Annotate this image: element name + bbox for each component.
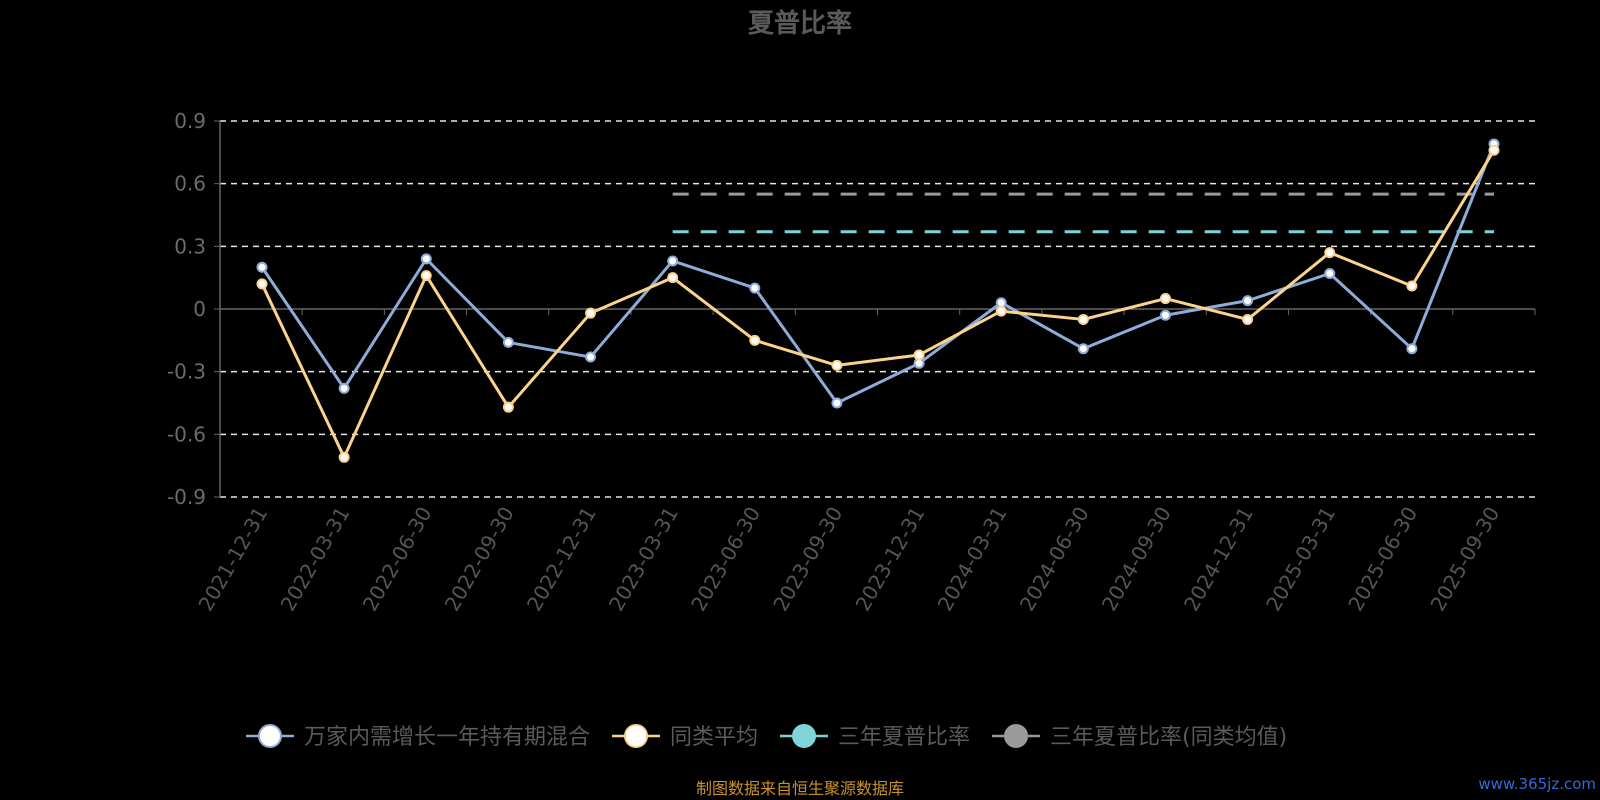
watermark: www.365jz.com [1478,775,1596,793]
data-point[interactable] [1488,144,1500,156]
legend-label: 三年夏普比率(同类均值) [1050,725,1287,750]
y-tick-label: -0.9 [167,485,206,509]
data-point[interactable] [502,401,514,413]
legend-item[interactable]: 万家内需增长一年持有期混合 [246,724,590,750]
y-tick-label: 0.9 [174,109,206,133]
legend-label: 万家内需增长一年持有期混合 [304,725,590,750]
y-tick-label: -0.6 [167,422,206,446]
data-point[interactable] [502,336,514,348]
x-tick-label: 2025-09-30 [1425,503,1504,616]
data-point[interactable] [913,349,925,361]
y-tick-label: 0 [193,297,206,321]
reference-lines [672,192,1494,234]
x-axis-ticks: 2021-12-31 2022-03-31 2022-06-30 2022-09-30… [193,309,1536,616]
legend-marker-icon [1004,724,1029,748]
data-point[interactable] [831,359,843,371]
data-point[interactable] [1406,280,1418,292]
data-point[interactable] [749,282,761,294]
series-line [260,143,1496,405]
legend[interactable]: 万家内需增长一年持有期混合 同类平均 三年夏普比率 三年夏普比率(同类均值) [246,724,1287,750]
data-point[interactable] [1159,309,1171,321]
data-point[interactable] [1077,313,1089,325]
x-tick-label: 2025-03-31 [1261,503,1340,616]
data-point[interactable] [585,307,597,319]
x-tick-label: 2023-09-30 [768,503,847,616]
x-tick-label: 2023-03-31 [604,503,683,616]
x-tick-label: 2025-06-30 [1343,503,1422,616]
data-point[interactable] [831,397,843,409]
data-point[interactable] [1159,293,1171,305]
x-tick-label: 2024-03-31 [933,502,1012,615]
data-point[interactable] [1324,247,1336,259]
y-tick-label: -0.3 [167,360,206,384]
data-point[interactable] [749,334,761,346]
data-source-note: 制图数据来自恒生聚源数据库 [696,779,904,798]
y-tick-label: 0.6 [174,172,206,196]
data-point[interactable] [667,255,679,267]
data-point[interactable] [256,278,268,290]
legend-marker-icon [624,724,649,748]
legend-item[interactable]: 三年夏普比率(同类均值) [992,724,1287,750]
data-point[interactable] [420,270,432,282]
legend-item[interactable]: 同类平均 [612,724,758,750]
x-tick-label: 2023-06-30 [686,503,765,616]
y-tick-label: 0.3 [174,234,206,258]
x-tick-label: 2022-06-30 [358,503,437,616]
data-point[interactable] [1077,343,1089,355]
x-tick-label: 2024-09-30 [1097,503,1176,616]
data-point[interactable] [995,305,1007,317]
legend-item[interactable]: 三年夏普比率 [780,724,970,750]
data-point[interactable] [338,451,350,463]
data-point[interactable] [1324,267,1336,279]
legend-marker-icon [258,724,282,748]
series-line [260,149,1496,459]
x-tick-label: 2024-06-30 [1015,503,1094,616]
legend-label: 同类平均 [670,725,758,750]
data-point[interactable] [1406,343,1418,355]
data-point[interactable] [585,351,597,363]
data-point[interactable] [667,272,679,284]
data-point[interactable] [256,261,268,273]
series-lines [256,138,1500,463]
y-axis-ticks: 0.9 0.6 0.3 0 -0.3 -0.6 -0.9 [167,109,220,509]
legend-label: 三年夏普比率 [838,725,970,750]
x-tick-label: 2022-03-31 [276,503,355,616]
x-tick-label: 2021-12-31 [193,503,272,616]
data-point[interactable] [420,253,432,265]
x-tick-label: 2023-12-31 [850,503,929,616]
x-tick-label: 2022-09-30 [440,503,519,616]
data-point[interactable] [1242,313,1254,325]
data-point[interactable] [1242,295,1254,307]
data-point[interactable] [338,382,350,394]
legend-marker-icon [792,724,817,748]
x-tick-label: 2024-12-31 [1179,503,1258,616]
x-tick-label: 2022-12-31 [522,503,601,616]
chart-title: 夏普比率 [748,8,852,39]
